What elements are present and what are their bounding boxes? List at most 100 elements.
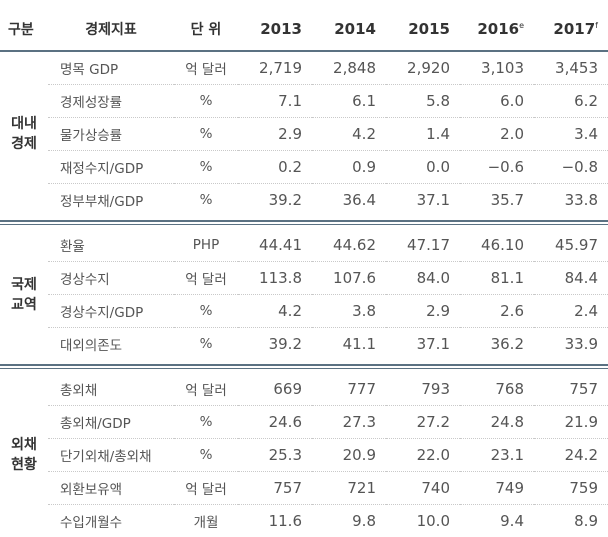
value-cell: 3,453 [534,51,608,85]
header-year: 2014 [312,8,386,51]
header-year: 2017f [534,8,608,51]
value-cell: 6.1 [312,85,386,118]
section-group-label: 외채 현황 [0,373,48,537]
indicator-unit: PHP [174,229,238,262]
value-cell: 749 [460,472,534,505]
value-cell: 20.9 [312,439,386,472]
value-cell: 3,103 [460,51,534,85]
value-cell: 777 [312,373,386,406]
value-cell: 47.17 [386,229,460,262]
value-cell: 27.2 [386,406,460,439]
section-divider [0,360,608,373]
value-cell: −0.6 [460,151,534,184]
value-cell: 759 [534,472,608,505]
value-cell: 24.2 [534,439,608,472]
value-cell: 24.6 [238,406,312,439]
value-cell: 41.1 [312,328,386,361]
indicator-unit: % [174,406,238,439]
value-cell: 6.0 [460,85,534,118]
value-cell: 0.0 [386,151,460,184]
indicator-name: 물가상승률 [48,118,174,151]
indicator-unit: 억 달러 [174,262,238,295]
value-cell: 10.0 [386,505,460,537]
value-cell: 9.8 [312,505,386,537]
indicator-name: 경상수지 [48,262,174,295]
value-cell: 21.9 [534,406,608,439]
section-divider [0,216,608,229]
value-cell: 107.6 [312,262,386,295]
value-cell: 757 [534,373,608,406]
indicator-unit: % [174,439,238,472]
estimate-mark: e [519,21,524,30]
value-cell: 23.1 [460,439,534,472]
value-cell: 11.6 [238,505,312,537]
indicator-name: 대외의존도 [48,328,174,361]
header-category: 구분 [0,8,48,51]
header-year: 2016e [460,8,534,51]
value-cell: 37.1 [386,184,460,217]
value-cell: 740 [386,472,460,505]
value-cell: 0.2 [238,151,312,184]
value-cell: 24.8 [460,406,534,439]
value-cell: 81.1 [460,262,534,295]
indicator-unit: 개월 [174,505,238,537]
indicator-unit: 억 달러 [174,472,238,505]
value-cell: 2.9 [386,295,460,328]
value-cell: 669 [238,373,312,406]
value-cell: 25.3 [238,439,312,472]
value-cell: −0.8 [534,151,608,184]
indicator-name: 재정수지/GDP [48,151,174,184]
table-header: 구분 경제지표 단 위 2013 2014 2015 2016e 2017f [0,8,608,51]
indicator-unit: % [174,151,238,184]
indicator-name: 수입개월수 [48,505,174,537]
indicator-name: 총외채 [48,373,174,406]
indicator-unit: % [174,184,238,217]
value-cell: 33.9 [534,328,608,361]
value-cell: 2.6 [460,295,534,328]
value-cell: 3.4 [534,118,608,151]
value-cell: 45.97 [534,229,608,262]
header-year: 2015 [386,8,460,51]
value-cell: 44.41 [238,229,312,262]
economic-indicators-table: 구분 경제지표 단 위 2013 2014 2015 2016e 2017f 대… [0,8,608,537]
indicator-unit: % [174,85,238,118]
indicator-name: 외환보유액 [48,472,174,505]
value-cell: 757 [238,472,312,505]
value-cell: 2.0 [460,118,534,151]
value-cell: 2,719 [238,51,312,85]
value-cell: 46.10 [460,229,534,262]
value-cell: 721 [312,472,386,505]
value-cell: 2,920 [386,51,460,85]
indicator-name: 명목 GDP [48,51,174,85]
header-indicator: 경제지표 [48,8,174,51]
value-cell: 2.9 [238,118,312,151]
value-cell: 0.9 [312,151,386,184]
indicator-name: 환율 [48,229,174,262]
value-cell: 36.2 [460,328,534,361]
value-cell: 793 [386,373,460,406]
section-group-label: 국제 교역 [0,229,48,360]
value-cell: 2.4 [534,295,608,328]
value-cell: 768 [460,373,534,406]
value-cell: 7.1 [238,85,312,118]
value-cell: 6.2 [534,85,608,118]
value-cell: 4.2 [238,295,312,328]
indicator-unit: % [174,295,238,328]
value-cell: 37.1 [386,328,460,361]
value-cell: 27.3 [312,406,386,439]
value-cell: 1.4 [386,118,460,151]
value-cell: 84.0 [386,262,460,295]
value-cell: 3.8 [312,295,386,328]
indicator-unit: 억 달러 [174,51,238,85]
indicator-name: 정부부채/GDP [48,184,174,217]
value-cell: 84.4 [534,262,608,295]
